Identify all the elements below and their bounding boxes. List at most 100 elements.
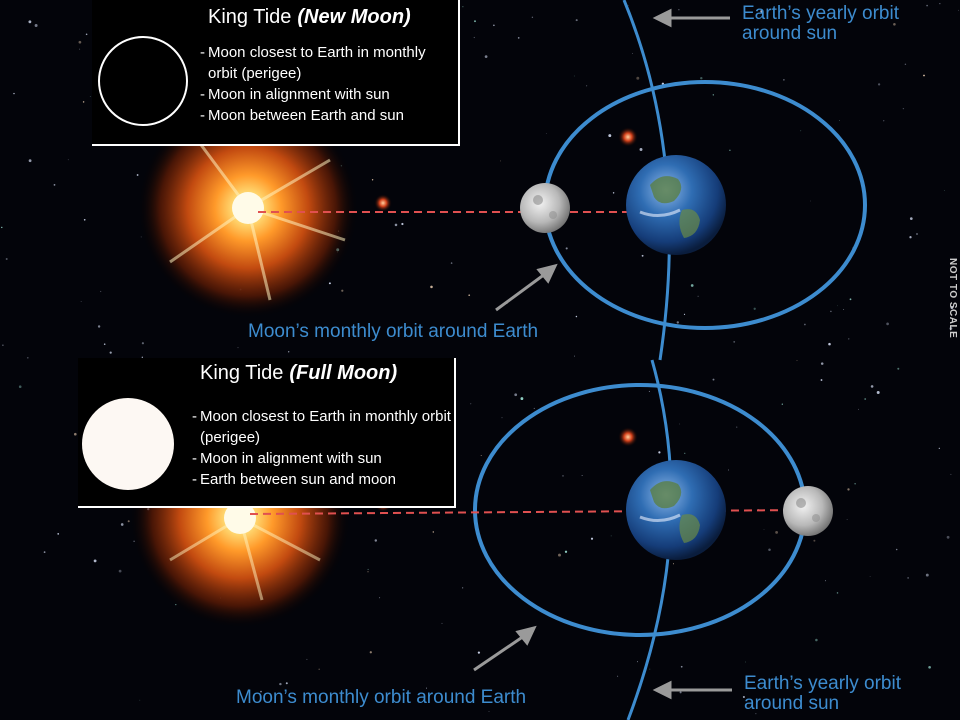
star [870,385,874,388]
star [520,397,524,401]
star [470,403,472,405]
legend-bullet: Moon closest to Earth in monthly orbit (… [192,406,454,448]
legend-phase: (Full Moon) [289,362,398,384]
legend-bullet: Earth between sun and moon [192,469,454,490]
star [586,85,588,87]
star [958,9,959,11]
star [374,539,378,542]
star [608,134,612,138]
star [82,101,85,103]
star [733,340,736,343]
star [813,539,816,542]
arrow-bottom-earth-orbit [652,680,732,700]
star [909,217,913,220]
legend-title: King Tide [208,6,292,28]
arrow-top-moon-orbit [495,263,558,312]
star [581,474,583,476]
star [480,455,482,456]
star [869,576,871,577]
star [237,347,239,349]
star [883,120,885,122]
star [617,675,619,677]
star [430,285,433,289]
star [925,573,929,577]
star [938,447,940,449]
star [679,423,681,425]
star [781,403,783,405]
star [902,107,905,110]
legend-bullet: Moon in alignment with sun [200,84,456,105]
star [260,690,262,693]
star [612,192,615,194]
star [658,451,661,454]
star [745,661,746,663]
star [943,190,945,191]
arrow-bottom-moon-orbit [473,625,537,672]
star [288,351,290,353]
star [118,569,122,573]
star [484,55,488,58]
star [450,262,453,264]
star [34,24,38,27]
star [783,79,785,81]
star [501,417,503,419]
star [43,551,46,553]
star [136,174,139,176]
earth-bottom [626,460,726,560]
star [800,130,802,132]
red-star [618,427,638,447]
star [533,407,535,409]
star [80,300,82,302]
star [575,315,578,318]
star [768,548,771,551]
star [328,282,331,285]
star [678,9,680,11]
star [109,351,112,354]
star [636,661,638,663]
star [371,179,374,181]
star [680,665,683,668]
new-moon-icon [98,36,188,126]
star [462,587,464,589]
star [858,408,859,410]
star [1,226,3,229]
star [28,159,32,163]
full-moon-icon [82,398,174,490]
star [864,398,867,400]
star [923,74,925,77]
earth-orbit-label-top: Earth’s yearly orbit around sun [742,3,899,44]
star [141,342,144,345]
star [474,20,476,23]
star [796,359,798,361]
star [53,184,56,186]
star [828,342,831,346]
star [432,531,435,533]
red-star [618,127,638,147]
star [846,519,848,521]
legend-title: King Tide [200,362,284,384]
star [89,95,91,97]
star [632,53,633,54]
star [573,75,575,77]
star [712,378,715,381]
star [672,563,675,565]
star [590,537,594,540]
star [500,160,502,162]
legend-phase: (New Moon) [297,6,411,28]
star [367,568,369,570]
star [830,310,832,313]
star [13,92,15,95]
star [97,325,101,328]
moon-top [520,183,570,233]
star [676,321,679,324]
star [893,23,896,26]
star [306,658,308,660]
red-star [374,194,392,212]
star [684,452,686,454]
star [639,148,643,151]
star [839,120,840,121]
legend-full-moon: King Tide(Full Moon) Moon closest to Ear… [78,358,456,508]
star [83,218,86,221]
star [907,577,909,579]
star [824,580,826,582]
